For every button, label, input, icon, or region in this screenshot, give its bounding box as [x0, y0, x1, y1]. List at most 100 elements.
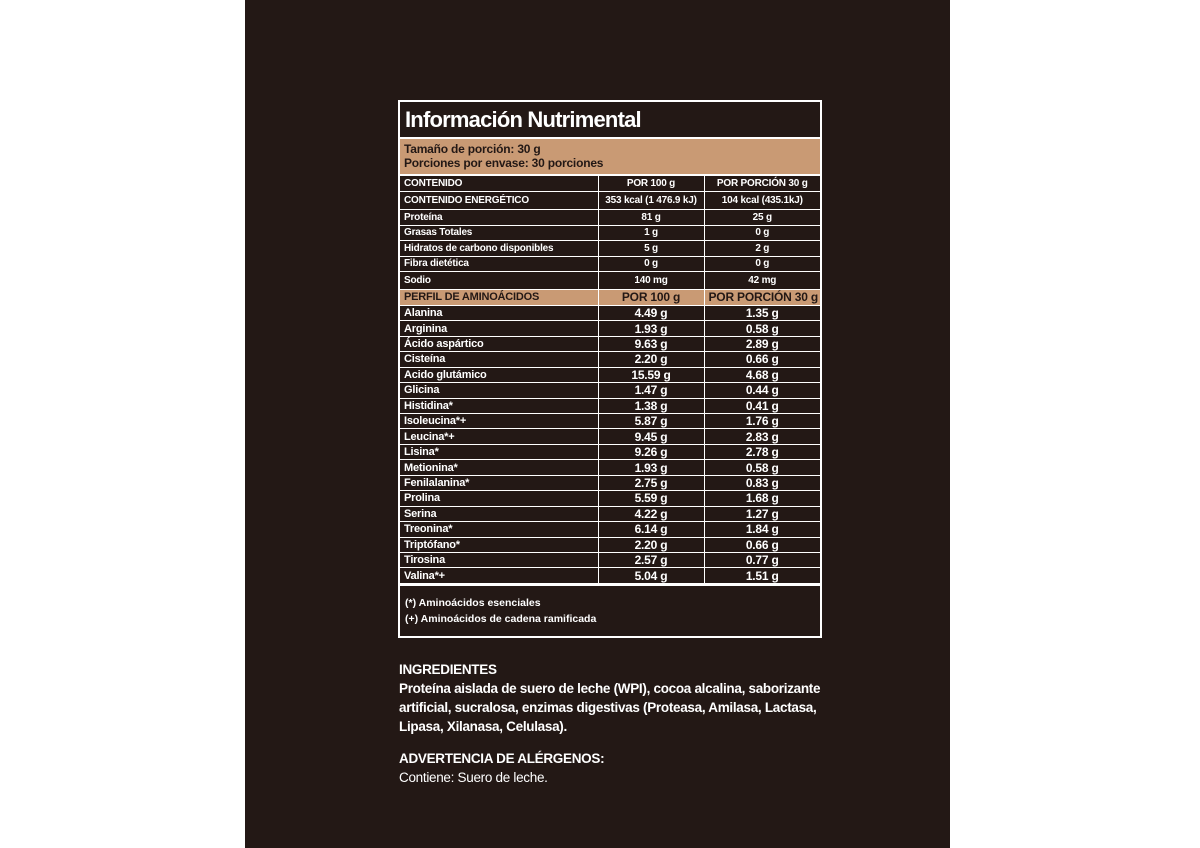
- row-value: POR 100 g: [597, 290, 705, 306]
- table-row: CONTENIDO ENERGÉTICO 353 kcal (1 476.9 kJ…: [400, 191, 820, 210]
- row-label: Tirosina: [400, 551, 599, 569]
- row-value: 4.49 g: [597, 304, 705, 322]
- nutrition-facts-table: Información Nutrimental Tamaño de porció…: [398, 100, 822, 638]
- table-row: Sodio 140 mg 42 mg: [400, 271, 820, 290]
- table-row: Histidina* 1.38 g 0.41 g: [400, 397, 820, 415]
- header-row: PERFIL DE AMINOÁCIDOS POR 100 g POR PORCIÓ…: [400, 290, 820, 306]
- row-value: 0 g: [703, 255, 820, 272]
- allergen-heading: ADVERTENCIA DE ALÉRGENOS:: [399, 751, 605, 766]
- table-row: Serina 4.22 g 1.27 g: [400, 505, 820, 523]
- row-label: Arginina: [400, 320, 599, 337]
- row-value: 9.63 g: [597, 335, 705, 353]
- row-value: 0.58 g: [703, 459, 820, 476]
- ingredients-line: artificial, sucralosa, enzimas digestiva…: [399, 700, 817, 715]
- table-row: Acido glutámico 15.59 g 4.68 g: [400, 366, 820, 384]
- table-row: Triptófano* 2.20 g 0.66 g: [400, 536, 820, 553]
- row-value: 2.83 g: [703, 428, 820, 445]
- table-row: Prolina 5.59 g 1.68 g: [400, 490, 820, 507]
- row-value: 1.68 g: [703, 490, 820, 507]
- footnote: (+) Aminoácidos de cadena ramificada: [405, 612, 597, 625]
- row-value: 0.83 g: [703, 474, 820, 492]
- row-label: Serina: [400, 505, 599, 523]
- row-value: 1.51 g: [703, 567, 820, 584]
- nutrient-table: CONTENIDO POR 100 g POR PORCIÓN 30 g CONTEN…: [400, 176, 820, 290]
- row-label: Fenilalanina*: [400, 474, 599, 492]
- row-value: 15.59 g: [597, 366, 705, 384]
- table-row: Alanina 4.49 g 1.35 g: [400, 304, 820, 322]
- footnotes: (*) Aminoácidos esenciales (+) Aminoácid…: [400, 583, 820, 627]
- row-value: 1.38 g: [597, 397, 705, 415]
- row-label: Triptófano*: [400, 536, 599, 553]
- row-label: PERFIL DE AMINOÁCIDOS: [400, 290, 599, 306]
- row-value: 81 g: [597, 209, 705, 226]
- row-value: 5.59 g: [597, 490, 705, 507]
- row-value: 0.41 g: [703, 397, 820, 415]
- row-label: Proteína: [400, 209, 599, 226]
- table-row: Ácido aspártico 9.63 g 2.89 g: [400, 335, 820, 353]
- row-value: 2 g: [703, 240, 820, 257]
- table-title: Información Nutrimental: [400, 102, 820, 139]
- row-label: Metionina*: [400, 459, 599, 476]
- row-value: 0 g: [597, 255, 705, 272]
- row-value: 9.45 g: [597, 428, 705, 445]
- row-value: 2.20 g: [597, 536, 705, 553]
- serving-info: Tamaño de porción: 30 g Porciones por en…: [400, 139, 820, 176]
- ingredients-heading: INGREDIENTES: [399, 662, 497, 677]
- row-value: 140 mg: [597, 271, 705, 290]
- row-value: 2.78 g: [703, 443, 820, 461]
- row-label: CONTENIDO ENERGÉTICO: [400, 191, 599, 210]
- row-value: 1.76 g: [703, 412, 820, 430]
- row-value: 4.68 g: [703, 366, 820, 384]
- row-label: Valina*+: [400, 567, 599, 584]
- row-value: POR 100 g: [597, 176, 705, 192]
- table-row: Leucina*+ 9.45 g 2.83 g: [400, 428, 820, 445]
- header-row: CONTENIDO POR 100 g POR PORCIÓN 30 g: [400, 176, 820, 192]
- row-value: 2.89 g: [703, 335, 820, 353]
- row-value: 42 mg: [703, 271, 820, 290]
- table-row: Arginina 1.93 g 0.58 g: [400, 320, 820, 337]
- row-value: 6.14 g: [597, 521, 705, 538]
- row-label: Ácido aspártico: [400, 335, 599, 353]
- row-value: 1.47 g: [597, 382, 705, 399]
- table-row: Metionina* 1.93 g 0.58 g: [400, 459, 820, 476]
- row-label: Fibra dietética: [400, 255, 599, 272]
- serving-size: Tamaño de porción: 30 g: [404, 142, 541, 156]
- amino-acid-table: PERFIL DE AMINOÁCIDOS POR 100 g POR PORCIÓ…: [400, 290, 820, 584]
- allergen-text: Contiene: Suero de leche.: [399, 770, 548, 785]
- row-label: Prolina: [400, 490, 599, 507]
- row-value: 5.87 g: [597, 412, 705, 430]
- row-value: 1.93 g: [597, 459, 705, 476]
- row-value: POR PORCIÓN 30 g: [703, 176, 820, 192]
- row-value: 2.57 g: [597, 551, 705, 569]
- row-label: Histidina*: [400, 397, 599, 415]
- table-row: Treonina* 6.14 g 1.84 g: [400, 521, 820, 538]
- row-value: 1.35 g: [703, 304, 820, 322]
- row-value: 5.04 g: [597, 567, 705, 584]
- table-row: Fenilalanina* 2.75 g 0.83 g: [400, 474, 820, 492]
- row-value: POR PORCIÓN 30 g: [703, 290, 820, 306]
- row-value: 2.75 g: [597, 474, 705, 492]
- footnote: (*) Aminoácidos esenciales: [405, 596, 541, 609]
- table-row: Proteína 81 g 25 g: [400, 209, 820, 226]
- row-value: 1.27 g: [703, 505, 820, 523]
- row-value: 25 g: [703, 209, 820, 226]
- row-value: 9.26 g: [597, 443, 705, 461]
- row-value: 4.22 g: [597, 505, 705, 523]
- table-row: Lisina* 9.26 g 2.78 g: [400, 443, 820, 461]
- row-label: Grasas Totales: [400, 224, 599, 241]
- servings-per-container: Porciones por envase: 30 porciones: [404, 156, 604, 170]
- row-label: Treonina*: [400, 521, 599, 538]
- row-label: Lisina*: [400, 443, 599, 461]
- row-label: Isoleucina*+: [400, 412, 599, 430]
- row-label: Acido glutámico: [400, 366, 599, 384]
- row-value: 0.66 g: [703, 351, 820, 368]
- row-value: 0.77 g: [703, 551, 820, 569]
- table-row: Cisteína 2.20 g 0.66 g: [400, 351, 820, 368]
- table-row: Glicina 1.47 g 0.44 g: [400, 382, 820, 399]
- row-value: 353 kcal (1 476.9 kJ): [597, 191, 705, 210]
- row-value: 0.44 g: [703, 382, 820, 399]
- row-value: 0 g: [703, 224, 820, 241]
